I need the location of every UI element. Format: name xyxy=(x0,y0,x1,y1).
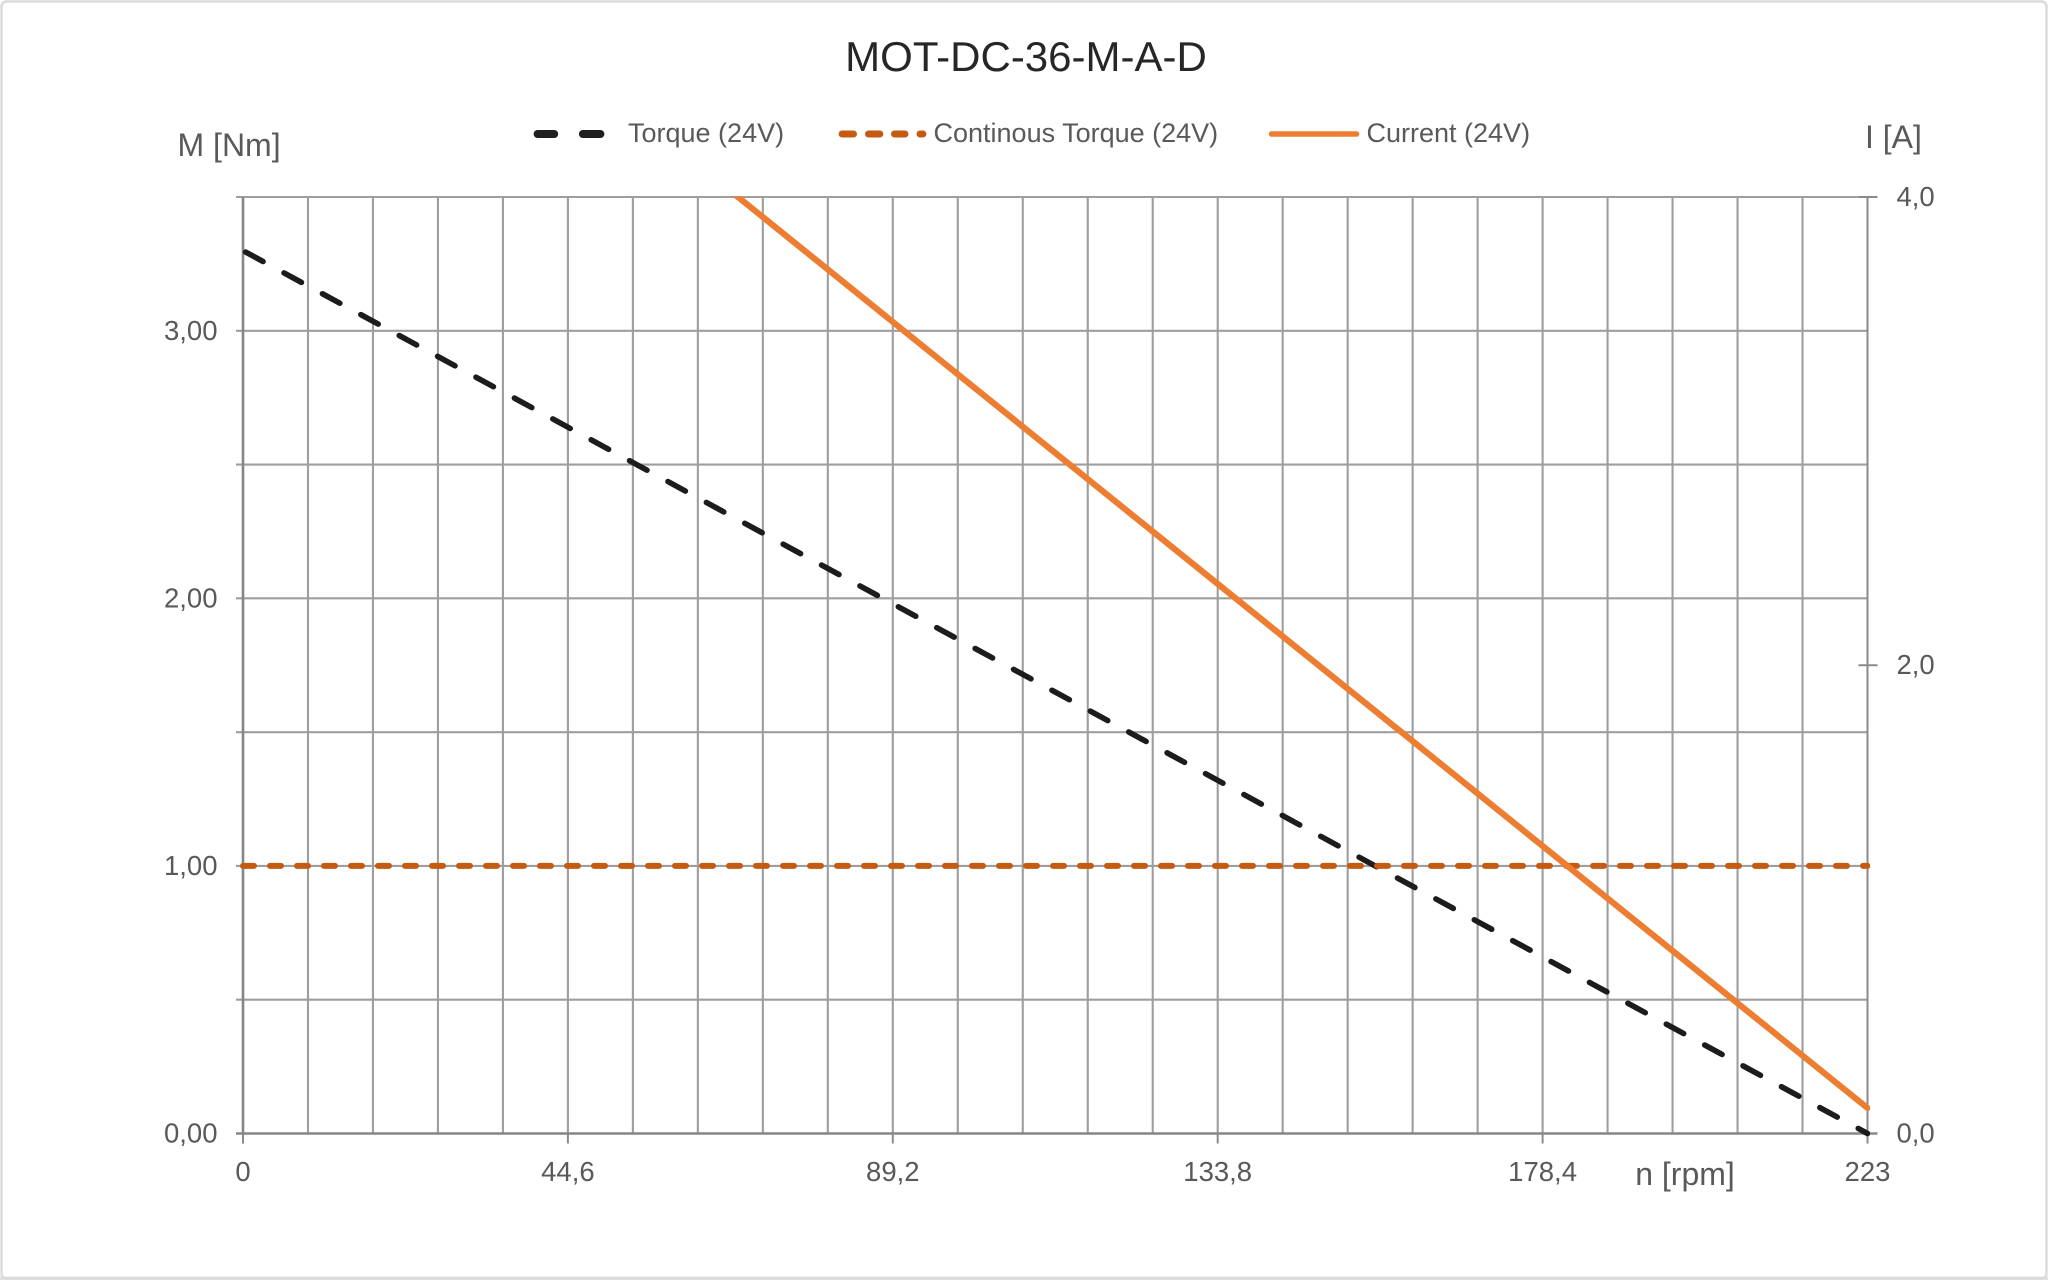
svg-text:Torque (24V): Torque (24V) xyxy=(628,118,784,148)
svg-text:Continous Torque (24V): Continous Torque (24V) xyxy=(934,118,1219,148)
svg-text:3,00: 3,00 xyxy=(164,315,218,346)
svg-text:0: 0 xyxy=(235,1156,250,1187)
svg-text:M [Nm]: M [Nm] xyxy=(178,127,281,163)
svg-text:n [rpm]: n [rpm] xyxy=(1635,1156,1735,1192)
svg-text:223: 223 xyxy=(1845,1156,1891,1187)
svg-text:1,00: 1,00 xyxy=(164,850,218,881)
svg-text:0,0: 0,0 xyxy=(1897,1118,1935,1149)
svg-text:I [A]: I [A] xyxy=(1865,119,1922,155)
svg-text:89,2: 89,2 xyxy=(866,1156,920,1187)
svg-text:2,00: 2,00 xyxy=(164,582,218,613)
svg-text:133,8: 133,8 xyxy=(1183,1156,1252,1187)
svg-text:MOT-DC-36-M-A-D: MOT-DC-36-M-A-D xyxy=(845,33,1207,80)
svg-text:44,6: 44,6 xyxy=(541,1156,595,1187)
svg-text:0,00: 0,00 xyxy=(164,1118,218,1149)
svg-text:2,0: 2,0 xyxy=(1897,649,1935,680)
svg-text:178,4: 178,4 xyxy=(1508,1156,1577,1187)
svg-text:Current (24V): Current (24V) xyxy=(1367,118,1531,148)
svg-text:4,0: 4,0 xyxy=(1897,181,1935,212)
